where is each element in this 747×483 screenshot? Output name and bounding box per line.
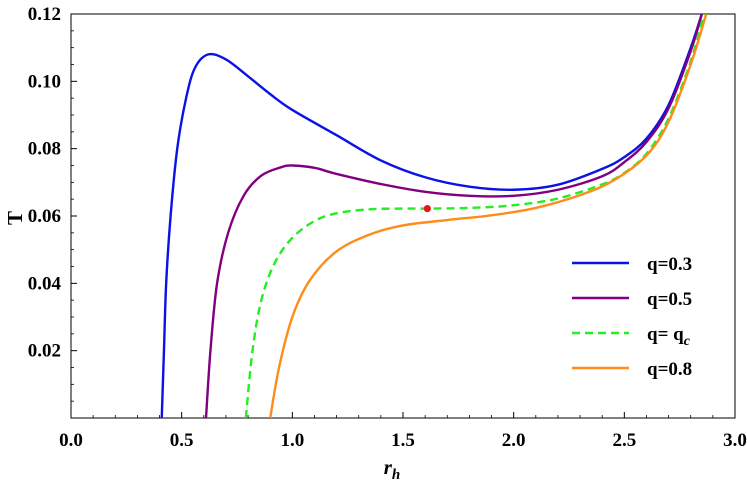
x-axis-title-subscript: h	[392, 467, 400, 483]
legend-label-0: q=0.3	[647, 254, 692, 275]
y-tick-label: 0.12	[28, 4, 61, 25]
x-tick-label: 0.0	[59, 430, 83, 451]
axis-ticks: 0.0 0.5 1.0 1.5 2.0 2.5 3.0 0.02 0.04 0.06 0.08 0.1…	[28, 4, 747, 451]
legend-label-1: q=0.5	[647, 289, 692, 310]
x-tick-label: 3.0	[723, 430, 747, 451]
y-tick-label: 0.08	[28, 139, 61, 160]
y-tick-label: 0.10	[28, 71, 61, 92]
plot-curves	[160, 14, 708, 418]
critical-point-marker	[423, 204, 431, 213]
legend-label-text: q=0.5	[647, 289, 692, 310]
legend-label-subscript: c	[684, 334, 691, 349]
legend-label-text: q=0.3	[647, 254, 692, 275]
legend-label-text: q=0.8	[647, 359, 692, 380]
series-line-2	[244, 14, 706, 418]
y-tick-label: 0.04	[28, 273, 62, 294]
y-tick-label: 0.02	[28, 341, 61, 362]
x-axis-title: rh	[384, 455, 401, 483]
series-line-0	[160, 14, 703, 418]
x-tick-label: 2.5	[612, 430, 636, 451]
x-tick-label: 0.5	[170, 430, 194, 451]
plot-markers	[423, 204, 431, 213]
x-tick-label: 1.5	[391, 430, 415, 451]
x-tick-label: 1.0	[280, 430, 304, 451]
legend: q=0.3 q=0.5 q= qc q=0.8	[572, 254, 692, 380]
series-line-1	[204, 14, 703, 418]
x-tick-label: 2.0	[502, 430, 526, 451]
series-line-3	[269, 14, 708, 418]
y-axis-title: T	[3, 211, 27, 225]
legend-label-2: q= qc	[647, 324, 691, 349]
y-tick-label: 0.06	[28, 206, 61, 227]
legend-label-3: q=0.8	[647, 359, 692, 380]
legend-label-text: q= q	[647, 324, 684, 345]
x-axis-title-main: r	[384, 455, 393, 479]
